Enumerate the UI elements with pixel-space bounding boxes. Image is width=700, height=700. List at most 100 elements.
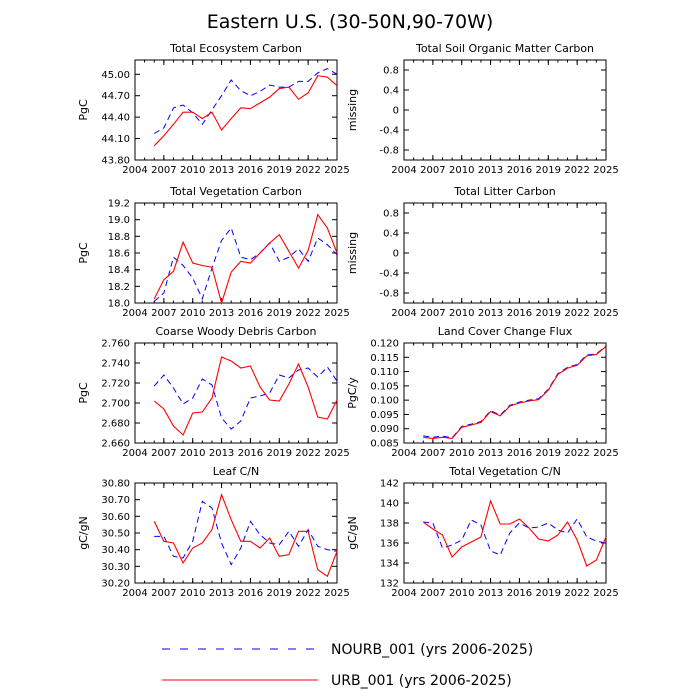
series-line-urb-001 (153, 213, 338, 305)
x-tick-label: 2022 (564, 165, 589, 176)
panel-grid: Total Ecosystem Carbon PgC 2004 2007 2010 201… (77, 42, 619, 599)
y-axis-title: gC/gN (77, 516, 90, 550)
x-tick-label: 2022 (564, 588, 589, 599)
panel-title: Total Ecosystem Carbon (169, 42, 302, 55)
panel-total-litter-carbon: Total Litter Carbon missing 2004 2007 2010 20… (346, 185, 619, 319)
y-axis-title: missing (346, 232, 359, 274)
x-tick-label: 2010 (180, 308, 205, 319)
panel-title: Total Litter Carbon (453, 185, 555, 198)
x-tick-label: 2016 (507, 165, 532, 176)
panel-title: Total Vegetation C/N (448, 465, 561, 478)
x-tick-label: 2004 (391, 308, 416, 319)
plot-frame (403, 342, 607, 444)
x-tick-label: 2004 (391, 448, 416, 459)
x-tick-label: 2010 (449, 165, 474, 176)
x-tick-label: 2016 (507, 448, 532, 459)
x-tick-label: 2019 (536, 448, 561, 459)
y-tick-label: 0.115 (370, 353, 399, 364)
y-tick-label: -0.4 (379, 126, 399, 137)
x-tick-label: 2013 (478, 165, 503, 176)
x-tick-label: 2019 (267, 308, 292, 319)
x-tick-label: 2007 (151, 308, 176, 319)
x-tick-label: 2022 (295, 308, 320, 319)
x-tick-label: 2025 (593, 588, 618, 599)
y-tick-label: 44.70 (101, 91, 130, 102)
legend-label-nourb: NOURB_001 (yrs 2006-2025) (331, 642, 533, 658)
x-tick-label: 2022 (295, 448, 320, 459)
y-tick-label: 0 (393, 106, 399, 117)
y-tick-label: 2.680 (101, 419, 130, 430)
panel-total-soil-organic-matter-carbon: Total Soil Organic Matter Carbon missing 2… (346, 42, 619, 176)
y-tick-label: 30.40 (101, 545, 130, 556)
x-tick-label: 2013 (209, 448, 234, 459)
x-tick-label: 2013 (478, 448, 503, 459)
y-tick-label: 44.40 (101, 113, 130, 124)
x-tick-label: 2013 (478, 308, 503, 319)
y-tick-label: -0.4 (379, 269, 399, 280)
y-tick-label: 134 (380, 559, 399, 570)
series-line-urb-001 (153, 75, 338, 147)
y-axis-title: gC/gN (346, 516, 359, 550)
y-axis-title: PgC (77, 242, 90, 264)
y-tick-label: 18.8 (108, 232, 130, 243)
x-tick-label: 2019 (267, 165, 292, 176)
series-line-urb-001 (423, 346, 607, 440)
legend-label-urb: URB_001 (yrs 2006-2025) (331, 673, 512, 689)
x-tick-label: 2016 (238, 588, 263, 599)
y-tick-label: 132 (380, 579, 399, 590)
y-tick-label: -0.8 (379, 146, 399, 157)
x-tick-label: 2013 (209, 165, 234, 176)
x-tick-label: 2025 (593, 165, 618, 176)
x-tick-label: 2007 (420, 308, 445, 319)
figure-title: Eastern U.S. (30-50N,90-70W) (207, 11, 494, 33)
x-tick-label: 2010 (449, 448, 474, 459)
y-tick-label: 0.105 (370, 381, 399, 392)
panel-coarse-woody-debris-carbon: Coarse Woody Debris Carbon PgC 2004 2007 201… (77, 325, 350, 459)
x-tick-label: 2022 (564, 448, 589, 459)
y-tick-label: 0.4 (383, 229, 399, 240)
plot-frame (134, 59, 338, 161)
y-tick-label: 0.090 (370, 424, 399, 435)
x-tick-label: 2025 (593, 308, 618, 319)
x-tick-label: 2022 (295, 165, 320, 176)
series-line-nourb-001 (423, 345, 607, 439)
x-tick-label: 2010 (180, 588, 205, 599)
x-tick-label: 2019 (267, 588, 292, 599)
panel-total-vegetation-carbon: Total Vegetation Carbon PgC 2004 2007 2010 20… (77, 185, 350, 319)
x-tick-label: 2025 (324, 588, 349, 599)
series-line-nourb-001 (153, 68, 338, 134)
x-tick-label: 2013 (209, 308, 234, 319)
y-tick-label: 0.100 (370, 396, 399, 407)
y-axis-title: PgC/y (346, 377, 359, 409)
x-tick-label: 2010 (180, 165, 205, 176)
panel-title: Coarse Woody Debris Carbon (155, 325, 316, 338)
y-tick-label: 30.50 (101, 529, 130, 540)
x-tick-label: 2010 (180, 448, 205, 459)
x-tick-label: 2025 (324, 165, 349, 176)
y-tick-label: 0.085 (370, 439, 399, 450)
x-tick-label: 2019 (536, 308, 561, 319)
x-tick-label: 2004 (122, 165, 147, 176)
x-tick-label: 2016 (507, 308, 532, 319)
plot-frame (134, 342, 338, 444)
y-tick-label: 18.2 (108, 282, 130, 293)
x-tick-label: 2004 (122, 448, 147, 459)
y-tick-label: 43.80 (101, 156, 130, 167)
y-tick-label: 19.2 (108, 199, 130, 210)
y-tick-label: 140 (380, 499, 399, 510)
y-axis-title: missing (346, 89, 359, 131)
series-line-nourb-001 (153, 226, 338, 302)
x-tick-label: 2025 (593, 448, 618, 459)
y-tick-label: 30.70 (101, 495, 130, 506)
y-tick-label: 2.760 (101, 339, 130, 350)
x-tick-label: 2016 (238, 448, 263, 459)
y-tick-label: 44.10 (101, 134, 130, 145)
series-line-urb-001 (422, 499, 607, 567)
y-tick-label: 0.4 (383, 86, 399, 97)
x-tick-label: 2007 (420, 448, 445, 459)
y-tick-label: 30.20 (101, 579, 130, 590)
x-tick-label: 2016 (238, 308, 263, 319)
y-tick-label: -0.8 (379, 289, 399, 300)
y-axis-title: PgC (77, 99, 90, 121)
